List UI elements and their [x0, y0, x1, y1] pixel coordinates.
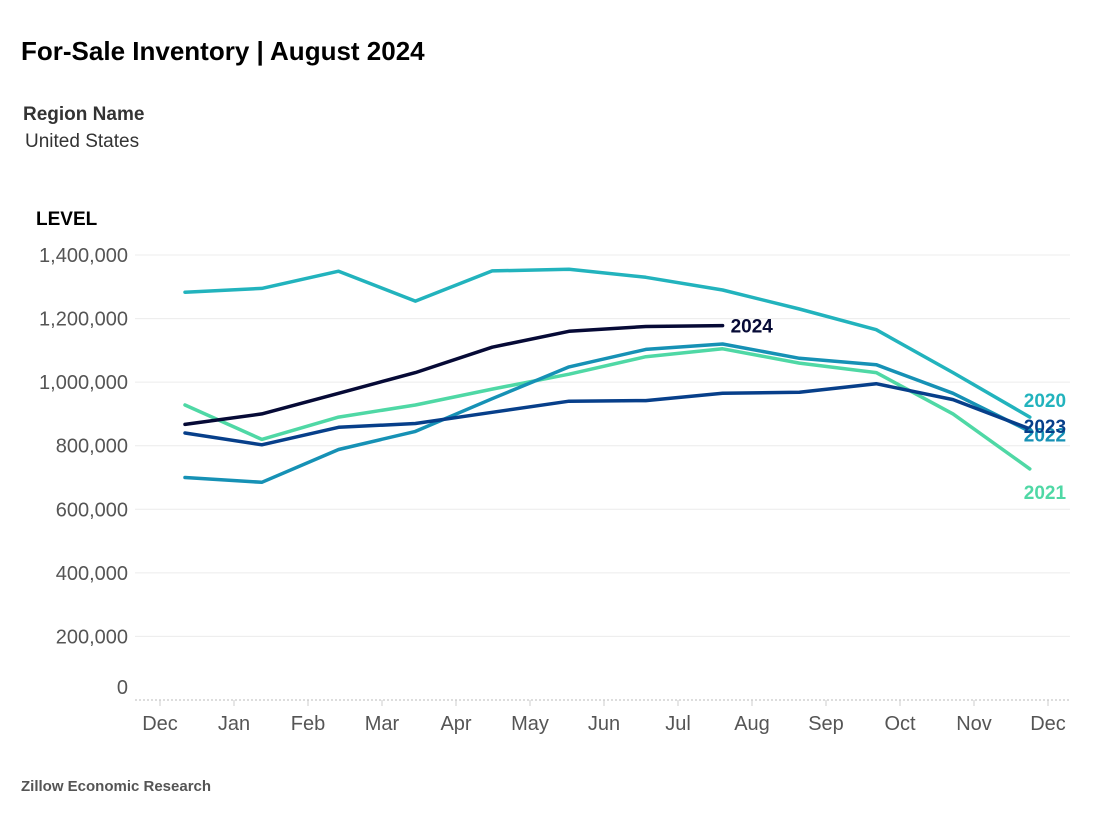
- y-tick-label: 1,200,000: [39, 309, 128, 331]
- series-lines: [183, 267, 1032, 485]
- y-tick-label: 1,400,000: [39, 245, 128, 267]
- series-line-2021[interactable]: [183, 347, 1032, 471]
- x-tick-label: Nov: [956, 713, 992, 735]
- x-tick-label: Mar: [365, 713, 400, 735]
- x-tick-label: Feb: [291, 713, 325, 735]
- source-note: Zillow Economic Research: [21, 778, 212, 795]
- x-tick-label: Jan: [218, 713, 250, 735]
- region-filter-value[interactable]: United States: [25, 131, 140, 152]
- series-line-2023[interactable]: [183, 381, 1032, 447]
- grid-lines: [135, 254, 1070, 637]
- series-label-2020: 2020: [1024, 391, 1066, 412]
- series-line-2024[interactable]: [183, 323, 725, 427]
- x-tick-label: Apr: [440, 713, 471, 735]
- x-tick-label: Oct: [884, 713, 916, 735]
- region-filter-label: Region Name: [23, 104, 145, 125]
- series-label-2021: 2021: [1024, 483, 1067, 504]
- y-tick-label: 600,000: [56, 499, 128, 521]
- x-tick-label: Sep: [808, 713, 844, 735]
- x-tick-label: May: [511, 713, 549, 735]
- y-tick-label: 200,000: [56, 626, 128, 648]
- y-tick-label: 1,000,000: [39, 372, 128, 394]
- x-tick-label: Jun: [588, 713, 620, 735]
- y-axis-ticks: 0 200,000 400,000 600,000 800,000 1,000,000 1,…: [39, 245, 128, 699]
- x-tick-label: Dec: [142, 713, 178, 735]
- x-tick-label: Jul: [665, 713, 691, 735]
- x-tick-label: Aug: [734, 713, 770, 735]
- y-tick-label: 0: [117, 677, 128, 699]
- series-label-2024: 2024: [731, 317, 774, 338]
- x-tick-label: Dec: [1030, 713, 1066, 735]
- y-axis-label: LEVEL: [36, 209, 98, 230]
- series-label-2023: 2023: [1024, 417, 1066, 438]
- x-axis: Dec Jan Feb Mar Apr May Jun Jul Aug Sep Oct Nov Dec: [135, 699, 1070, 735]
- y-tick-label: 400,000: [56, 563, 128, 585]
- series-label-2022: 2022: [1024, 425, 1066, 446]
- series-line-2022[interactable]: [183, 342, 1032, 485]
- y-tick-label: 800,000: [56, 436, 128, 458]
- series-line-2020[interactable]: [183, 267, 1032, 419]
- chart-title: For-Sale Inventory | August 2024: [21, 36, 425, 66]
